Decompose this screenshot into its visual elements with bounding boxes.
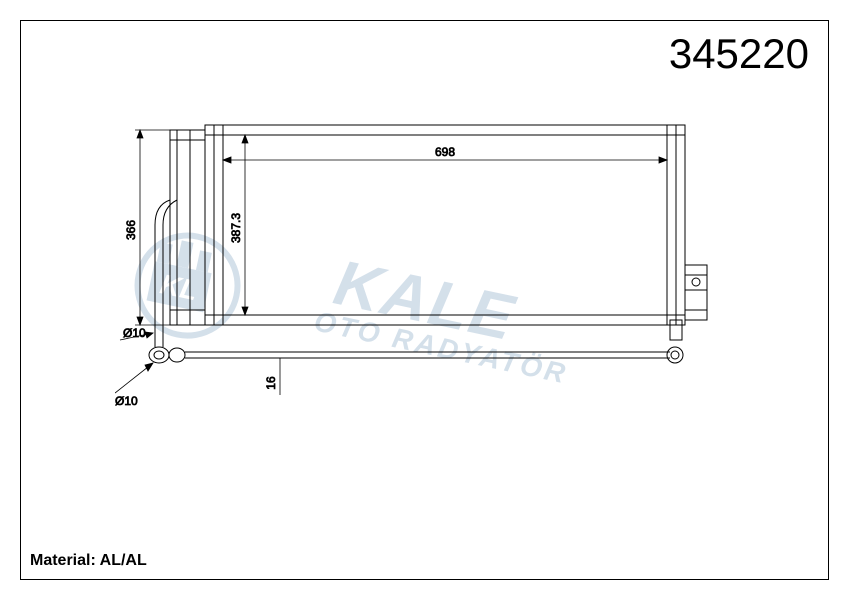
- dim-port-upper: Ø10: [123, 326, 146, 340]
- part-number: 345220: [669, 30, 809, 78]
- dim-width: 698: [435, 145, 455, 159]
- dim-height-left: 366: [124, 220, 138, 240]
- dim-height-inner: 387.3: [229, 213, 243, 243]
- material-label: Material: AL/AL: [30, 552, 147, 570]
- dim-port-lower: Ø10: [115, 394, 138, 408]
- dim-tube-offset: 16: [264, 376, 278, 390]
- technical-drawing: 698 366 387.3 16 Ø10 Ø10: [115, 115, 735, 475]
